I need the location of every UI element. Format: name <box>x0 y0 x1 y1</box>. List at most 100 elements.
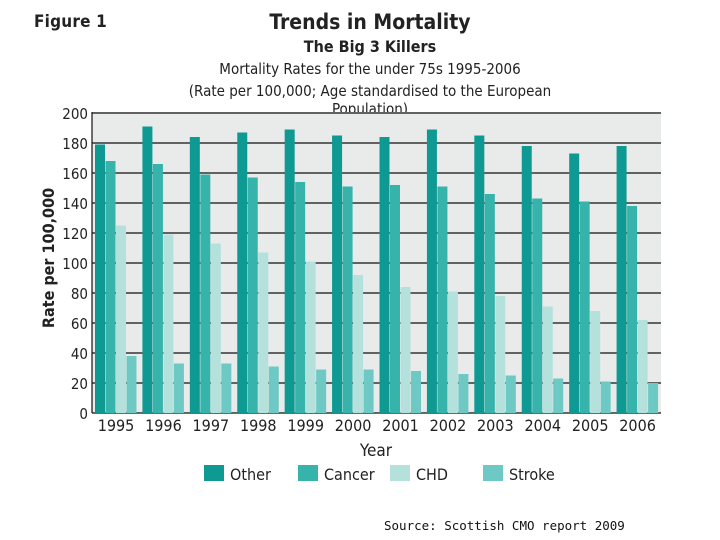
bar-group-1996 <box>142 126 184 413</box>
legend-item-cancer: Cancer <box>298 465 375 484</box>
bar-chd-1997 <box>210 243 221 413</box>
bar-stroke-2003 <box>505 375 516 413</box>
y-axis-label: Rate per 100,000 <box>39 188 58 328</box>
legend-swatch <box>204 465 224 481</box>
legend-label: Other <box>230 465 271 484</box>
bar-group-1998 <box>237 132 279 413</box>
bar-group-2002 <box>426 129 469 413</box>
legend-swatch <box>483 465 503 481</box>
legend-swatch <box>298 465 318 481</box>
bar-other-1999 <box>284 129 295 413</box>
bar-chd-2002 <box>447 291 458 413</box>
bar-cancer-2003 <box>484 194 495 413</box>
legend-item-other: Other <box>204 465 271 484</box>
bar-cancer-2002 <box>437 186 448 413</box>
bar-other-2001 <box>379 137 390 413</box>
x-tick-label: 1998 <box>240 416 277 435</box>
legend-item-stroke: Stroke <box>483 465 555 484</box>
bar-other-2005 <box>569 153 580 413</box>
bar-group-2004 <box>521 146 564 413</box>
bar-stroke-2002 <box>458 374 469 413</box>
legend: Other Cancer CHD Stroke <box>204 465 555 484</box>
bar-cancer-1998 <box>247 177 258 413</box>
y-tick-label: 160 <box>62 165 88 183</box>
bar-stroke-2004 <box>553 378 564 413</box>
x-tick-label: 2004 <box>524 416 561 435</box>
bar-chd-2000 <box>353 275 364 413</box>
bar-chd-2003 <box>495 296 506 413</box>
bar-other-1996 <box>142 126 153 413</box>
y-tick-label: 80 <box>71 285 88 303</box>
bar-stroke-1998 <box>268 366 279 413</box>
y-axis-ticks: 0 20 40 60 80 100 120 140 160 180 200 <box>62 105 88 423</box>
y-tick-label: 0 <box>79 405 88 423</box>
y-tick-label: 140 <box>62 195 88 213</box>
x-tick-label: 2000 <box>335 416 372 435</box>
x-tick-label: 2006 <box>619 416 656 435</box>
bar-stroke-1997 <box>221 363 232 413</box>
bar-group-1997 <box>189 137 232 413</box>
bar-other-1998 <box>237 132 248 413</box>
bar-cancer-2000 <box>342 186 353 413</box>
y-tick-label: 200 <box>62 105 88 123</box>
bar-other-1997 <box>189 137 200 413</box>
y-tick-label: 40 <box>71 345 88 363</box>
y-tick-label: 180 <box>62 135 88 153</box>
y-tick-label: 100 <box>62 255 88 273</box>
bar-chd-1998 <box>258 252 269 413</box>
bar-stroke-2001 <box>411 371 421 413</box>
source-note: Source: Scottish CMO report 2009 <box>384 518 625 533</box>
bar-chd-1999 <box>305 261 316 413</box>
bar-group-2001 <box>379 137 421 413</box>
bar-cancer-1996 <box>152 164 163 413</box>
x-axis-ticks: 1995 1996 1997 1998 1999 2000 2001 2002 2003 2004… <box>98 416 656 435</box>
bar-stroke-2000 <box>363 369 374 413</box>
x-tick-label: 1996 <box>145 416 182 435</box>
bar-chd-2006 <box>637 320 648 413</box>
legend-label: Cancer <box>324 465 375 484</box>
bar-group-2005 <box>569 153 611 413</box>
bar-group-2006 <box>616 146 659 413</box>
bar-group-1999 <box>284 129 327 413</box>
y-tick-label: 120 <box>62 225 88 243</box>
bar-other-2004 <box>521 146 532 413</box>
bar-stroke-1995 <box>126 356 137 413</box>
x-tick-label: 1999 <box>287 416 324 435</box>
chart-subtitle: The Big 3 Killers <box>303 37 437 56</box>
bar-cancer-2005 <box>579 201 590 413</box>
bar-stroke-2005 <box>600 381 611 413</box>
bar-chd-1996 <box>163 234 174 413</box>
legend-label: Stroke <box>509 465 555 484</box>
chart-title: Trends in Mortality <box>269 10 471 34</box>
bar-group-2000 <box>332 135 374 413</box>
legend-swatch <box>390 465 410 481</box>
legend-item-chd: CHD <box>390 465 448 484</box>
bar-group-2003 <box>474 135 516 413</box>
bars <box>95 126 659 413</box>
bar-stroke-2006 <box>648 383 659 413</box>
bar-chd-2004 <box>542 306 553 413</box>
x-tick-label: 1997 <box>193 416 230 435</box>
chart-subtitle-2: Mortality Rates for the under 75s 1995-2… <box>219 60 521 78</box>
bar-chd-2005 <box>590 311 601 413</box>
bar-other-2000 <box>332 135 343 413</box>
x-tick-label: 2003 <box>477 416 514 435</box>
bar-cancer-1999 <box>295 182 306 413</box>
bar-stroke-1996 <box>173 363 184 413</box>
bar-other-2006 <box>616 146 627 413</box>
gridlines <box>91 112 661 414</box>
bar-other-2003 <box>474 135 485 413</box>
bar-cancer-2006 <box>627 206 638 413</box>
y-tick-label: 60 <box>71 315 88 333</box>
x-tick-label: 2001 <box>382 416 419 435</box>
y-tick-label: 20 <box>71 375 88 393</box>
bar-other-1995 <box>95 144 105 413</box>
legend-label: CHD <box>416 465 448 484</box>
bar-cancer-1995 <box>105 161 116 413</box>
bar-group-1995 <box>95 144 137 413</box>
x-tick-label: 1995 <box>98 416 135 435</box>
x-axis-label: Year <box>359 441 393 461</box>
bar-cancer-1997 <box>200 174 211 413</box>
bar-cancer-2001 <box>390 185 400 413</box>
